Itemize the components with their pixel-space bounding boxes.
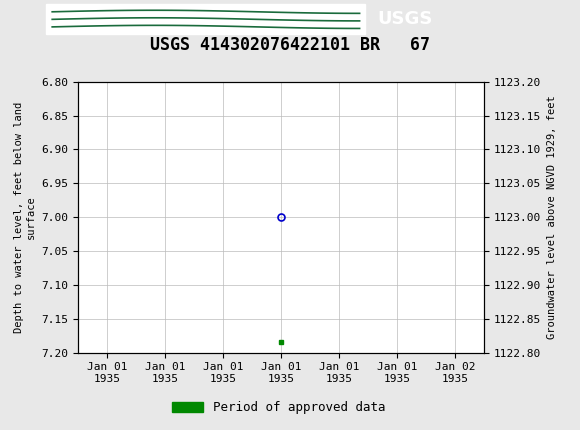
Y-axis label: Depth to water level, feet below land
surface: Depth to water level, feet below land su… — [14, 101, 36, 333]
Y-axis label: Groundwater level above NGVD 1929, feet: Groundwater level above NGVD 1929, feet — [547, 95, 557, 339]
FancyBboxPatch shape — [46, 4, 365, 34]
Text: USGS 414302076422101 BR   67: USGS 414302076422101 BR 67 — [150, 36, 430, 54]
Text: USGS: USGS — [377, 10, 432, 28]
Legend: Period of approved data: Period of approved data — [166, 396, 390, 419]
